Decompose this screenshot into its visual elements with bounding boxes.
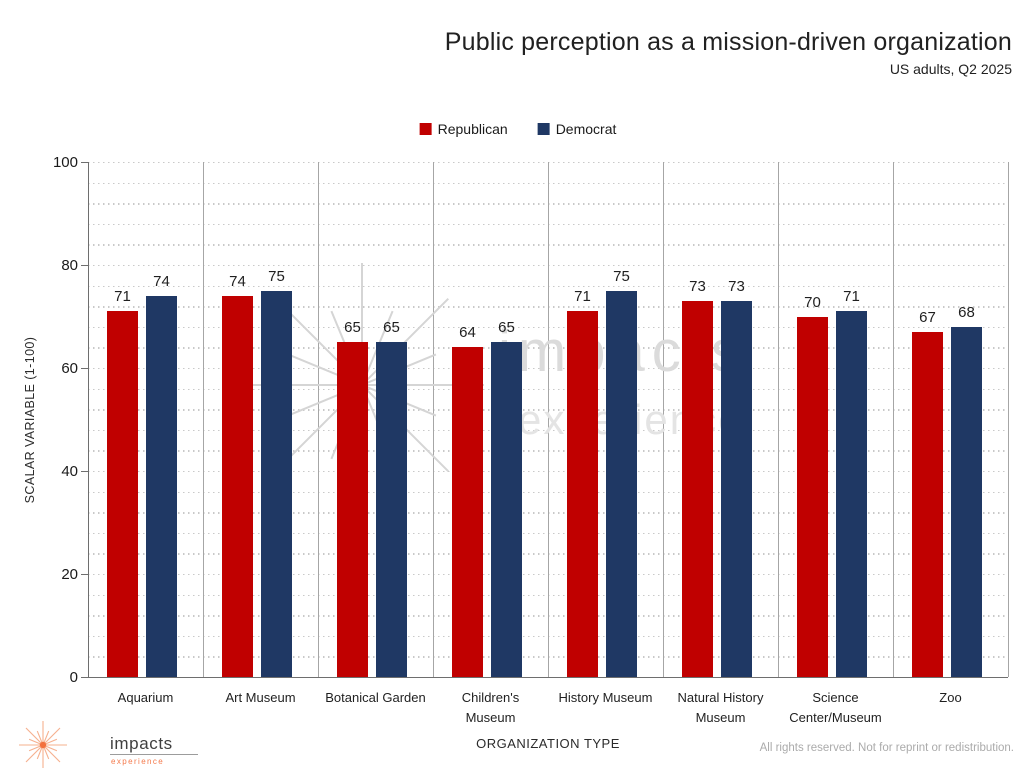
y-tick-label: 100 xyxy=(52,153,78,171)
bar-value-label: 64 xyxy=(459,324,476,342)
bar-democrat xyxy=(951,326,982,677)
group-separator xyxy=(1007,162,1009,677)
bar-democrat xyxy=(836,311,867,677)
group-separator xyxy=(547,162,549,677)
y-axis-title: SCALAR VARIABLE (1-100) xyxy=(23,336,37,504)
bar-republican xyxy=(682,301,713,677)
y-tick-label: 20 xyxy=(61,565,78,583)
y-tick-mark xyxy=(81,574,88,576)
y-tick-label: 40 xyxy=(61,462,78,480)
y-tick-label: 80 xyxy=(61,256,78,274)
bar-value-label: 73 xyxy=(689,278,706,295)
bar-value-label: 71 xyxy=(843,288,860,306)
bar-republican xyxy=(567,311,598,677)
bar-value-label: 75 xyxy=(613,267,630,285)
republican-swatch-icon xyxy=(419,123,432,135)
x-axis-title: ORGANIZATION TYPE xyxy=(476,736,620,751)
y-tick-mark xyxy=(81,162,88,164)
x-category-label: Science Center/Museum xyxy=(789,690,882,725)
x-category-label: History Museum xyxy=(558,690,653,705)
democrat-swatch-icon xyxy=(537,123,550,135)
x-axis-line xyxy=(88,677,1008,679)
bar-democrat xyxy=(491,342,522,678)
legend-label-democrat: Democrat xyxy=(555,121,617,137)
y-tick-mark xyxy=(81,368,88,370)
x-category-label: Children's Museum xyxy=(461,690,520,725)
bar-democrat xyxy=(146,295,177,677)
bar-value-label: 67 xyxy=(919,308,936,326)
legend-label-republican: Republican xyxy=(437,121,508,137)
bar-value-label: 71 xyxy=(114,288,131,306)
y-tick-mark xyxy=(81,677,88,679)
group-separator xyxy=(777,162,779,677)
copyright-notice: All rights reserved. Not for reprint or … xyxy=(759,742,1014,754)
bar-democrat xyxy=(606,290,637,678)
x-category-label: Art Museum xyxy=(225,690,296,705)
bar-value-label: 73 xyxy=(728,278,745,295)
bar-value-label: 74 xyxy=(153,272,170,290)
bar-republican xyxy=(912,331,943,677)
page-subtitle: US adults, Q2 2025 xyxy=(889,61,1012,77)
bar-democrat xyxy=(721,301,752,677)
y-tick-label: 0 xyxy=(69,668,78,686)
y-tick-label: 60 xyxy=(61,359,78,377)
bar-value-label: 71 xyxy=(574,288,591,306)
bar-value-label: 65 xyxy=(383,319,400,337)
group-separator xyxy=(662,162,664,677)
logo-underline xyxy=(110,754,198,755)
y-tick-mark xyxy=(81,265,88,267)
legend-item-democrat: Democrat xyxy=(537,121,617,137)
chart-legend: Republican Democrat xyxy=(419,121,617,137)
logo-impacts-text: impacts xyxy=(110,734,173,753)
logo-starburst-icon xyxy=(19,721,67,768)
y-tick-mark xyxy=(81,471,88,473)
y-axis-line xyxy=(88,162,90,677)
bar-value-label: 74 xyxy=(229,272,246,290)
group-separator xyxy=(432,162,434,677)
bar-value-label: 65 xyxy=(498,319,515,337)
bar-value-label: 70 xyxy=(804,293,821,311)
bar-democrat xyxy=(376,342,407,678)
bar-value-label: 75 xyxy=(268,267,285,285)
bar-republican xyxy=(452,347,483,677)
group-separator xyxy=(892,162,894,677)
x-category-label: Botanical Garden xyxy=(325,690,426,705)
bar-republican xyxy=(797,316,828,677)
x-category-label: Aquarium xyxy=(117,690,174,705)
x-category-label: Natural History Museum xyxy=(677,690,764,725)
bar-republican xyxy=(337,342,368,678)
bar-democrat xyxy=(261,290,292,678)
logo-experience-text: experience xyxy=(111,757,165,766)
group-separator xyxy=(202,162,204,677)
legend-item-republican: Republican xyxy=(419,121,508,137)
bar-value-label: 65 xyxy=(344,319,361,337)
bar-value-label: 68 xyxy=(958,303,975,321)
bar-republican xyxy=(222,295,253,677)
group-separator xyxy=(317,162,319,677)
page-title: Public perception as a mission-driven or… xyxy=(444,28,1012,56)
bar-republican xyxy=(107,311,138,677)
x-category-label: Zoo xyxy=(939,690,962,705)
